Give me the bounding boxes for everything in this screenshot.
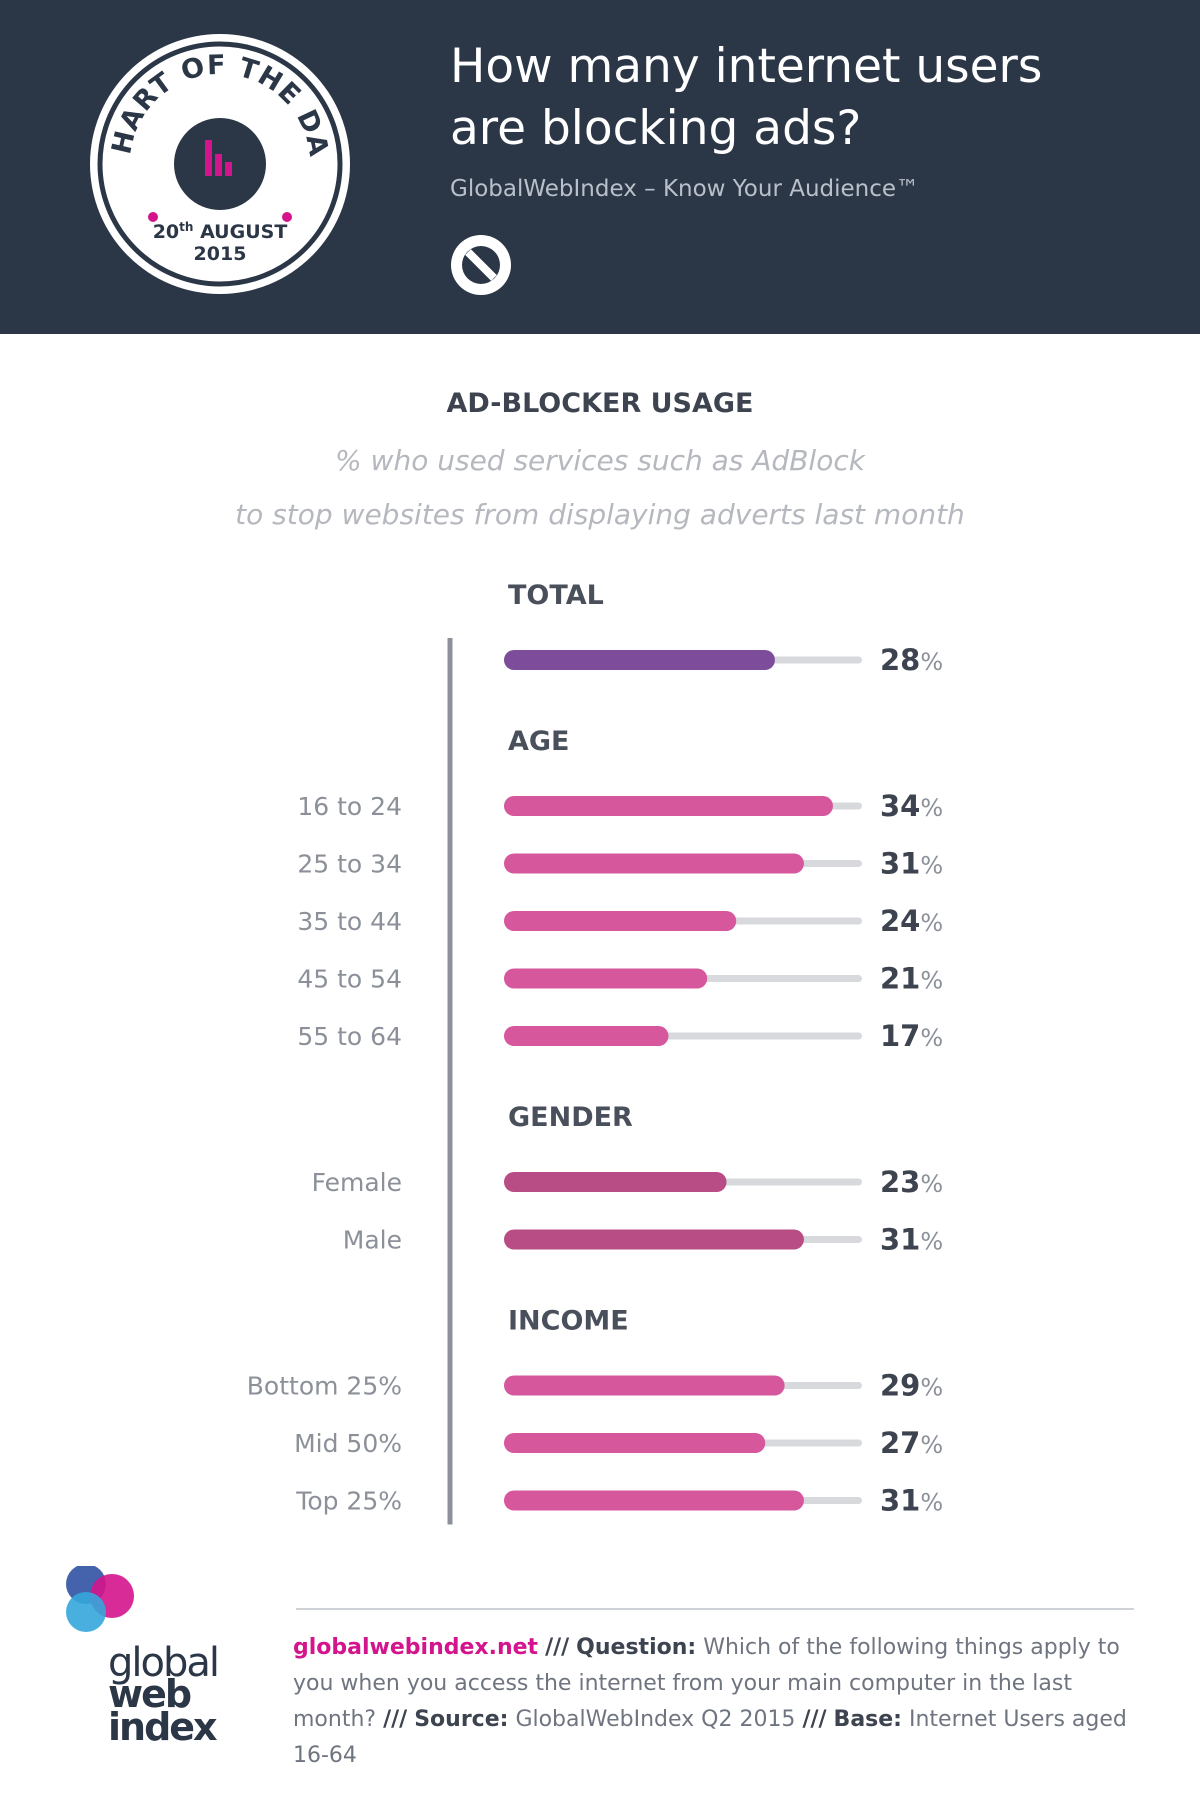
row-label: 16 to 24 xyxy=(297,792,402,821)
page-title: How many internet users are blocking ads… xyxy=(450,36,1150,160)
value-number: 17 xyxy=(880,1019,920,1053)
value-number: 31 xyxy=(880,1484,920,1518)
group-heading-total: TOTAL xyxy=(508,580,604,611)
footer-source-note: globalwebindex.net /// Question: Which o… xyxy=(293,1630,1138,1774)
bar-total-1 xyxy=(504,650,775,670)
group-heading-gender: GENDER xyxy=(508,1102,633,1133)
header-banner: CHART OF THE DAY 20th AUGUST 2015 How ma… xyxy=(0,0,1200,334)
value-number: 23 xyxy=(880,1165,920,1199)
value-number: 28 xyxy=(880,643,920,677)
base-text: Internet Users aged 16-64 xyxy=(293,1707,1127,1768)
value-unit: % xyxy=(920,1489,943,1517)
bar-age-1 xyxy=(504,796,833,816)
row-label: 55 to 64 xyxy=(297,1022,402,1051)
badge-dot-right xyxy=(282,212,292,222)
question-label: Question: xyxy=(576,1635,697,1660)
value-number: 31 xyxy=(880,847,920,881)
source-label: Source: xyxy=(414,1707,509,1732)
bar-age-4 xyxy=(504,968,708,989)
value-label: 29% xyxy=(880,1369,943,1403)
value-number: 34 xyxy=(880,789,920,823)
footer-separator: /// xyxy=(545,1635,570,1660)
group-heading-income: INCOME xyxy=(508,1306,629,1337)
value-number: 24 xyxy=(880,904,920,938)
bar-age-5 xyxy=(504,1026,669,1046)
bar-gender-1 xyxy=(504,1172,727,1192)
footer-divider xyxy=(296,1608,1134,1610)
group-heading-age: AGE xyxy=(508,726,570,757)
logo-word-index: index xyxy=(108,1705,217,1746)
bar-income-1 xyxy=(504,1375,785,1396)
svg-text:20th AUGUST: 20th AUGUST xyxy=(153,220,288,243)
badge-year: 2015 xyxy=(194,243,247,265)
value-unit: % xyxy=(920,1228,943,1256)
globalwebindex-logo: global web index xyxy=(66,1566,220,1746)
bar-age-2 xyxy=(504,853,804,874)
source-text: GlobalWebIndex Q2 2015 xyxy=(515,1707,796,1732)
logo-word-web: web xyxy=(108,1672,191,1716)
row-label: Bottom 25% xyxy=(247,1372,402,1401)
row-label: 25 to 34 xyxy=(297,850,402,879)
value-label: 27% xyxy=(880,1426,943,1460)
badge-month: AUGUST xyxy=(200,221,287,243)
value-unit: % xyxy=(920,967,943,995)
value-unit: % xyxy=(920,794,943,822)
value-label: 31% xyxy=(880,1484,943,1518)
value-unit: % xyxy=(920,648,943,676)
badge-day: 20 xyxy=(153,221,179,243)
bar-income-3 xyxy=(504,1490,804,1511)
base-label: Base: xyxy=(833,1707,902,1732)
question-text: Which of the following things apply to y… xyxy=(293,1635,1120,1732)
value-unit: % xyxy=(920,909,943,937)
value-label: 23% xyxy=(880,1165,943,1199)
bar-income-2 xyxy=(504,1433,766,1453)
title-line-2: are blocking ads? xyxy=(450,101,862,156)
value-label: 31% xyxy=(880,847,943,881)
brand-subtitle: GlobalWebIndex – Know Your Audience™ xyxy=(450,176,920,202)
value-unit: % xyxy=(920,1374,943,1402)
no-entry-icon xyxy=(451,235,511,295)
value-label: 34% xyxy=(880,789,943,823)
value-label: 21% xyxy=(880,962,943,996)
row-label: 35 to 44 xyxy=(297,907,402,936)
row-label: Mid 50% xyxy=(294,1429,402,1458)
footer-separator: /// xyxy=(383,1707,408,1732)
value-unit: % xyxy=(920,1431,943,1459)
bar-gender-2 xyxy=(504,1229,804,1250)
value-number: 21 xyxy=(880,962,920,996)
badge-day-suffix: th xyxy=(179,220,193,234)
value-label: 17% xyxy=(880,1019,943,1053)
row-label: 45 to 54 xyxy=(297,965,402,994)
value-unit: % xyxy=(920,852,943,880)
chart-title: AD-BLOCKER USAGE xyxy=(446,388,754,419)
chart-subtitle-line-1: % who used services such as AdBlock xyxy=(335,444,865,477)
logo-word-global: global xyxy=(108,1640,218,1686)
bar-chart-icon xyxy=(205,140,232,176)
value-number: 29 xyxy=(880,1369,920,1403)
value-label: 31% xyxy=(880,1223,943,1257)
title-line-1: How many internet users xyxy=(450,39,1043,94)
value-label: 28% xyxy=(880,643,943,677)
row-label: Top 25% xyxy=(295,1487,402,1516)
row-label: Female xyxy=(312,1168,402,1197)
value-label: 24% xyxy=(880,904,943,938)
value-number: 31 xyxy=(880,1223,920,1257)
badge-dot-left xyxy=(148,212,158,222)
chart-of-the-day-badge: CHART OF THE DAY 20th AUGUST 2015 xyxy=(84,28,350,294)
value-unit: % xyxy=(920,1024,943,1052)
ad-blocker-bar-chart: TOTAL 28% AGE 16 to 24 34% 25 to 34 31% 35 to 4… xyxy=(247,580,943,1525)
footer-separator: /// xyxy=(802,1707,827,1732)
value-unit: % xyxy=(920,1170,943,1198)
footer-site-link[interactable]: globalwebindex.net xyxy=(293,1635,539,1660)
bar-age-3 xyxy=(504,911,737,931)
row-label: Male xyxy=(343,1226,402,1255)
value-number: 27 xyxy=(880,1426,920,1460)
chart-subtitle-line-2: to stop websites from displaying adverts… xyxy=(235,498,965,531)
